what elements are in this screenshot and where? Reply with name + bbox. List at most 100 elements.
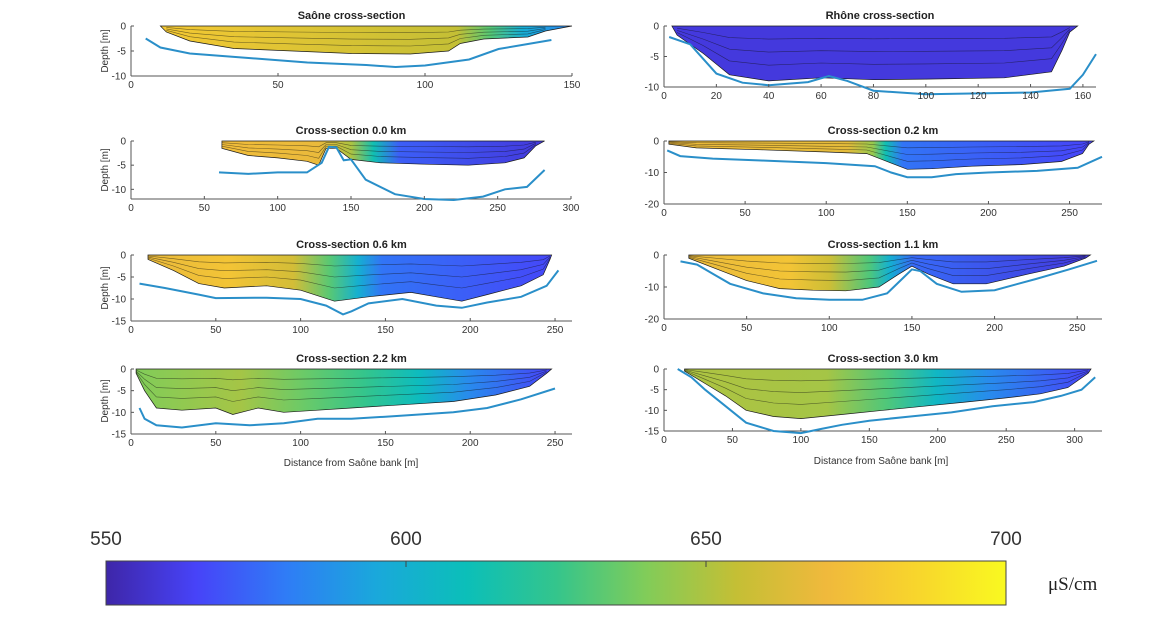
riverbed-line	[677, 368, 1096, 435]
measurement-track-line	[684, 369, 1089, 393]
x-tick-label: 150	[861, 435, 878, 446]
colorbar-tick-label: 700	[990, 529, 1022, 550]
panel-cross-section-1-1-km: Cross-section 1.1 km 0 50 100 150 200 250 0 -10…	[645, 239, 1102, 334]
x-tick-label: 50	[740, 208, 752, 219]
y-tick-label: 0	[120, 365, 126, 376]
x-tick-label: 0	[661, 91, 667, 102]
measured-conductivity-area	[159, 25, 573, 55]
panel-cross-section-0-6-km: Cross-section 0.6 km Depth [m] 0 50 100 150…	[100, 239, 572, 336]
measurement-track-line	[684, 370, 1089, 405]
y-axis-label: Depth [m]	[100, 29, 111, 73]
x-tick-label: 100	[821, 323, 838, 334]
panel-title: Saône cross-section	[298, 10, 406, 22]
y-tick-label: -5	[117, 161, 126, 172]
measured-conductivity-area	[684, 368, 1092, 419]
measurement-track-line	[166, 29, 546, 47]
panel-title: Cross-section 2.2 km	[296, 353, 407, 365]
measurement-track-line	[676, 30, 1071, 66]
x-tick-label: 0	[661, 323, 667, 334]
measurement-tracks	[147, 255, 551, 289]
measurement-track-line	[135, 369, 547, 381]
y-tick-label: -10	[112, 185, 127, 196]
panel-cross-section-3-0-km: Cross-section 3.0 km Distance from Saône…	[645, 353, 1102, 467]
measurement-track-line	[135, 370, 547, 392]
measurement-tracks	[668, 141, 1090, 162]
riverbed-line	[666, 149, 1103, 179]
x-tick-label: 100	[269, 203, 286, 214]
x-tick-label: 300	[563, 203, 580, 214]
x-tick-label: 200	[929, 435, 946, 446]
measurement-track-line	[221, 144, 536, 159]
x-tick-label: 140	[1022, 91, 1039, 102]
measurement-track-line	[668, 143, 1090, 162]
measurement-track-line	[147, 255, 551, 267]
measurement-track-line	[166, 28, 546, 40]
measurement-tracks	[676, 27, 1071, 66]
x-tick-label: 40	[763, 91, 775, 102]
panel-title: Cross-section 0.0 km	[296, 125, 407, 137]
x-tick-label: 250	[998, 435, 1015, 446]
y-tick-label: -5	[117, 47, 126, 58]
x-tick-label: 50	[727, 435, 739, 446]
y-tick-label: -20	[645, 315, 660, 326]
panel-cross-section-2-2-km: Cross-section 2.2 km Depth [m] Distance …	[100, 353, 572, 469]
y-tick-label: 0	[653, 251, 659, 262]
x-tick-label: 160	[1075, 91, 1092, 102]
x-tick-label: 100	[818, 208, 835, 219]
y-tick-label: -15	[112, 430, 127, 441]
y-tick-label: -10	[645, 168, 660, 179]
measurement-track-line	[668, 141, 1090, 149]
x-tick-label: 100	[292, 325, 309, 336]
measurement-tracks	[688, 255, 1086, 281]
x-tick-label: 20	[711, 91, 723, 102]
measurement-track-line	[677, 27, 1070, 40]
measured-conductivity-area	[135, 368, 553, 415]
x-tick-label: 150	[343, 203, 360, 214]
measurement-track-line	[688, 257, 1086, 281]
colorbar-tick-label: 550	[90, 529, 122, 550]
x-tick-label: 0	[128, 325, 134, 336]
x-tick-label: 100	[793, 435, 810, 446]
riverbed-line	[668, 36, 1097, 96]
y-tick-label: -5	[117, 386, 126, 397]
y-tick-label: -5	[650, 385, 659, 396]
panel-cross-section-0-0-km: Cross-section 0.0 km Depth [m] 0 50 100 150…	[100, 125, 580, 214]
colorbar-unit-label: μS/cm	[1048, 574, 1097, 595]
x-tick-label: 200	[462, 325, 479, 336]
measurement-track-line	[166, 26, 546, 34]
riverbed-line	[218, 145, 546, 202]
colorbar-tick-label: 600	[390, 529, 422, 550]
x-tick-label: 80	[868, 91, 880, 102]
x-tick-label: 150	[377, 438, 394, 449]
measurement-track-line	[688, 255, 1086, 264]
panel-title: Cross-section 0.2 km	[828, 125, 939, 137]
y-tick-label: -15	[645, 427, 660, 438]
x-tick-label: 100	[292, 438, 309, 449]
panel-title: Cross-section 1.1 km	[828, 239, 939, 251]
panel-title: Rhône cross-section	[826, 10, 935, 22]
x-tick-label: 250	[1061, 208, 1078, 219]
colorbar-tick-label: 650	[690, 529, 722, 550]
panel-rhone: Rhône cross-section 0 20 40 60 80 100 120 140 16…	[645, 10, 1097, 102]
measurement-tracks	[684, 369, 1089, 405]
x-tick-label: 0	[661, 435, 667, 446]
measured-conductivity-area	[147, 254, 553, 302]
x-tick-label: 50	[210, 325, 222, 336]
y-tick-label: -10	[645, 406, 660, 417]
riverbed-line	[680, 259, 1098, 301]
measurement-track-line	[135, 371, 547, 402]
x-tick-label: 150	[377, 325, 394, 336]
x-tick-label: 150	[899, 208, 916, 219]
riverbed-line	[139, 269, 560, 316]
x-tick-label: 120	[970, 91, 987, 102]
x-tick-label: 0	[661, 208, 667, 219]
measurement-tracks	[166, 26, 546, 47]
x-tick-label: 250	[547, 325, 564, 336]
measurement-track-line	[147, 257, 551, 289]
measurement-track-line	[147, 256, 551, 278]
y-tick-label: -10	[112, 72, 127, 83]
colorbar: 550 600 650 700 μS/cm	[90, 529, 1097, 606]
y-tick-label: -5	[650, 52, 659, 63]
panel-cross-section-0-2-km: Cross-section 0.2 km 0 50 100 150 200 250 0 -10…	[645, 125, 1103, 219]
